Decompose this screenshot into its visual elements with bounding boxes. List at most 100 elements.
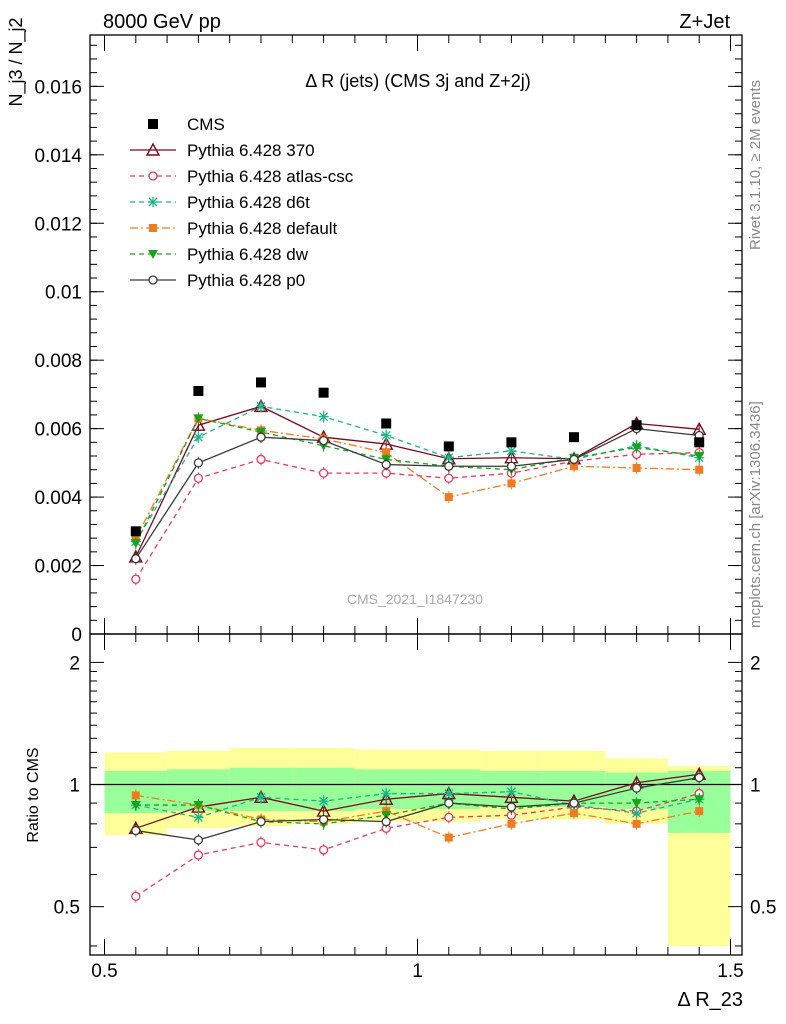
marker [694, 452, 705, 462]
axis-ticks: 0 0.002 0.004 0.006 0.008 0.01 0.012 0.014 0.016… [34, 35, 776, 982]
header-left: 8000 GeV pp [103, 11, 221, 33]
marker [570, 809, 578, 818]
series-line [135, 405, 700, 558]
ratio-tick-label: 0.5 [54, 898, 80, 919]
header-right: Z+Jet [679, 11, 730, 33]
marker [632, 463, 641, 472]
marker [148, 119, 158, 129]
ratio-frame [89, 633, 743, 956]
y-tick-label: 0.014 [34, 146, 82, 167]
data-series [130, 377, 705, 537]
ratio-line [135, 792, 700, 897]
marker [256, 817, 266, 827]
y-axis-label-main: N_j3 / N_j2 [6, 17, 27, 106]
series-line [135, 417, 700, 544]
marker [318, 814, 329, 825]
marker [149, 224, 157, 232]
marker [631, 808, 642, 819]
ratio-line [135, 794, 700, 839]
marker [444, 493, 453, 502]
marker [131, 574, 141, 584]
marker [444, 812, 454, 823]
marker [193, 385, 204, 396]
marker [256, 792, 266, 803]
legend-label: Pythia 6.428 dw [187, 245, 309, 264]
marker [193, 850, 204, 860]
marker [145, 142, 161, 156]
marker [444, 798, 454, 808]
marker [381, 788, 392, 799]
x-axis-label: Δ R_23 [677, 989, 743, 1011]
marker [148, 197, 158, 207]
x-tick-label: 1 [412, 961, 423, 982]
marker [256, 432, 266, 442]
ratio-tick-label-right: 1 [750, 776, 761, 797]
series-5 [131, 422, 704, 846]
band-inner [229, 767, 293, 812]
marker [130, 539, 141, 549]
marker [506, 445, 517, 456]
marker [506, 802, 517, 812]
y-tick-label: 0 [71, 625, 82, 646]
marker [506, 786, 517, 797]
marker [694, 772, 704, 783]
ratio-tick-label: 1 [69, 776, 80, 797]
marker [570, 462, 578, 471]
marker [318, 845, 329, 855]
legend-label: Pythia 6.428 default [187, 219, 338, 238]
marker [444, 461, 454, 471]
marker [506, 461, 517, 471]
series-line [135, 427, 700, 560]
x-tick-label: 0.5 [91, 961, 117, 982]
ratio-tick-label-right: 0.5 [750, 898, 776, 919]
marker [695, 465, 704, 474]
x-tick-label: 1.5 [717, 961, 743, 982]
marker [507, 479, 516, 488]
watermark: CMS_2021_I1847230 [347, 591, 483, 607]
marker [694, 795, 705, 805]
marker [507, 819, 516, 828]
marker [381, 430, 392, 441]
legend-label: Pythia 6.428 atlas-csc [187, 167, 354, 186]
marker [694, 437, 705, 448]
plot-frames [89, 34, 743, 956]
marker [631, 443, 642, 453]
marker [256, 401, 266, 412]
marker [256, 837, 266, 848]
marker [256, 377, 266, 388]
ratio-tick-label: 2 [69, 653, 80, 674]
marker [444, 833, 453, 842]
marker [695, 807, 704, 816]
marker [381, 817, 391, 827]
marker [193, 432, 204, 443]
marker [318, 435, 329, 446]
series-layer [128, 377, 707, 903]
marker [193, 458, 204, 468]
marker [193, 414, 204, 424]
ratio-line [135, 773, 700, 829]
marker [193, 801, 204, 811]
y-tick-label: 0.012 [34, 214, 82, 235]
y-tick-label: 0.002 [34, 557, 82, 578]
y-tick-label: 0.008 [34, 351, 82, 372]
ratio-line [135, 776, 700, 841]
ratio-tick-label-right: 2 [750, 653, 761, 674]
marker [569, 454, 579, 465]
marker [131, 554, 141, 564]
marker [131, 791, 140, 800]
legend-label: CMS [187, 115, 225, 134]
marker [318, 468, 329, 478]
marker [382, 448, 391, 457]
legend-label: Pythia 6.428 p0 [187, 271, 305, 290]
marker [631, 799, 642, 809]
marker [443, 788, 454, 799]
marker [632, 819, 641, 828]
marker [444, 473, 454, 483]
series-line [135, 451, 700, 580]
legend: CMS Pythia 6.428 370 Pythia 6.428 atlas-cs… [130, 115, 354, 290]
marker [131, 891, 141, 902]
series-line [135, 417, 700, 539]
legend-label: Pythia 6.428 d6t [187, 193, 310, 212]
ratio-line [135, 798, 700, 825]
